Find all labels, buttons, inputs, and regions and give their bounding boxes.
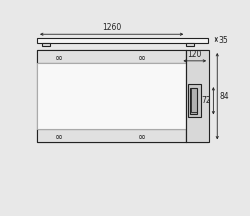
Text: $\infty$: $\infty$	[137, 52, 146, 62]
Bar	[186, 50, 209, 142]
Bar	[37, 50, 207, 142]
Text: 1260: 1260	[102, 23, 121, 32]
Bar	[188, 84, 201, 118]
Bar	[37, 63, 186, 129]
Bar	[186, 43, 194, 46]
Text: $\infty$: $\infty$	[54, 52, 63, 62]
Bar	[42, 43, 50, 46]
Text: 72: 72	[202, 96, 211, 105]
Bar	[37, 129, 186, 142]
Bar	[190, 88, 198, 114]
Text: $\infty$: $\infty$	[54, 131, 63, 141]
Text: 35: 35	[218, 36, 228, 45]
Text: 120: 120	[188, 50, 202, 59]
Bar	[37, 38, 207, 43]
Text: $\infty$: $\infty$	[137, 131, 146, 141]
Bar	[37, 50, 186, 63]
Text: 84: 84	[220, 92, 229, 101]
